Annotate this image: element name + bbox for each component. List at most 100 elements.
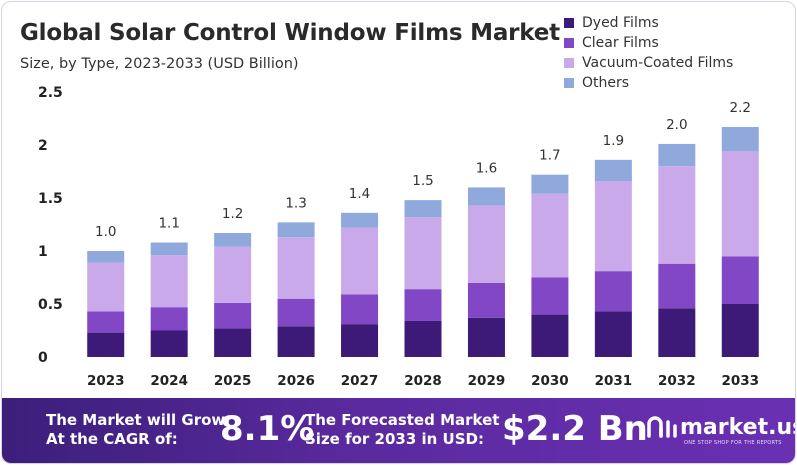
bar-total-label: 1.2 [222,206,243,222]
legend-label-vacuum: Vacuum-Coated Films [582,55,734,71]
bar-segment [341,212,379,228]
forecast-value: $2.2 Bn [502,409,648,449]
x-tick-label: 2027 [341,373,379,389]
legend-swatch-vacuum [564,58,574,68]
cagr-value: 8.1% [220,409,315,449]
bar-segment [150,255,188,308]
cagr-line-2: At the CAGR of: [46,430,178,448]
bar-segment [404,320,442,357]
bar-segment [214,232,252,247]
x-tick-label: 2030 [531,373,569,389]
x-tick-label: 2032 [658,373,696,389]
legend-item-vacuum: Vacuum-Coated Films [564,53,733,73]
bar-segment [87,262,125,312]
bar-segment [721,304,759,357]
brand-logo: market.us [646,414,796,440]
bar-segment [277,326,315,357]
bar-segment [658,143,696,167]
y-tick-label: 1.5 [38,191,63,207]
bar-total-label: 1.9 [603,133,624,149]
x-tick-label: 2028 [404,373,442,389]
x-tick-label: 2025 [214,373,252,389]
bar-segment [404,289,442,321]
bar-segment [341,294,379,325]
bar-segment [214,246,252,303]
bar-segment [594,311,632,357]
bar-segment [150,307,188,331]
forecast-line-1: The Forecasted Market [305,411,500,429]
bar-segment [87,332,125,357]
market-us-logo-icon [647,416,677,438]
bar-segment [531,174,569,194]
bar-segment [594,181,632,272]
x-tick-label: 2023 [87,373,125,389]
brand-name: market.us [680,414,796,440]
x-tick-label: 2033 [721,373,759,389]
forecast-text: The Forecasted Market Size for 2033 in U… [305,411,499,449]
brand-tagline: ONE STOP SHOP FOR THE REPORTS [684,440,782,446]
bar-total-label: 1.6 [476,160,497,176]
x-tick-label: 2029 [468,373,506,389]
y-tick-label: 2 [38,138,48,154]
bar-segment [341,227,379,295]
bar-segment [277,298,315,327]
legend-swatch-clear [564,38,574,48]
x-tick-label: 2026 [277,373,315,389]
bar-segment [87,251,125,263]
bar-segment [721,151,759,257]
legend-swatch-others [564,78,574,88]
bar-segment [531,314,569,357]
bar-segment [87,311,125,333]
bar-total-label: 1.1 [158,216,179,232]
legend-label-others: Others [582,75,630,91]
legend-item-clear: Clear Films [564,33,733,53]
bar-segment [341,324,379,357]
bar-segment [721,256,759,304]
bar-total-label: 1.4 [349,186,370,202]
legend-item-dyed: Dyed Films [564,13,733,33]
bar-segment [658,166,696,264]
bar-total-label: 1.5 [412,173,433,189]
bar-segment [721,126,759,152]
bar-total-label: 1.0 [95,224,116,240]
legend-label-dyed: Dyed Films [582,15,659,31]
bar-segment [404,217,442,290]
bar-total-label: 2.0 [666,117,687,133]
bar-segment [531,193,569,278]
bar-segment [150,242,188,256]
bar-segment [467,187,505,206]
x-tick-label: 2031 [595,373,633,389]
bar-segment [467,282,505,318]
bar-segment [658,263,696,309]
bar-total-label: 1.7 [539,148,560,164]
bar-chart: 0 0.5 1 1.5 2 2.5 1.0 2023 1.1 2024 1.2 2025 1.3 2026… [38,85,759,389]
bar-segment [277,222,315,238]
chart-title: Global Solar Control Window Films Market [20,20,560,46]
bar-segment [404,200,442,218]
legend-label-clear: Clear Films [582,35,659,51]
bar-segment [658,308,696,357]
bar-segment [531,277,569,315]
x-tick-label: 2024 [150,373,188,389]
footer-banner: The Market will Grow At the CAGR of: 8.1… [2,398,796,463]
bar-segment [467,317,505,357]
y-tick-label: 0 [38,350,48,366]
bar-segment [150,330,188,357]
y-tick-label: 2.5 [38,85,63,101]
bar-segment [277,237,315,299]
bar-segment [594,271,632,312]
bar-segment [214,328,252,357]
bar-segment [594,159,632,182]
cagr-text: The Market will Grow At the CAGR of: [46,411,225,449]
bar-total-label: 2.2 [730,100,751,116]
y-tick-label: 0.5 [38,297,63,313]
bar-segment [214,302,252,329]
legend-item-others: Others [564,73,733,93]
cagr-line-1: The Market will Grow [46,411,226,429]
bar-segment [467,205,505,283]
y-tick-label: 1 [38,244,48,260]
legend-swatch-dyed [564,18,574,28]
legend: Dyed Films Clear Films Vacuum-Coated Fil… [564,13,733,93]
chart-subtitle: Size, by Type, 2023-2033 (USD Billion) [20,56,299,72]
